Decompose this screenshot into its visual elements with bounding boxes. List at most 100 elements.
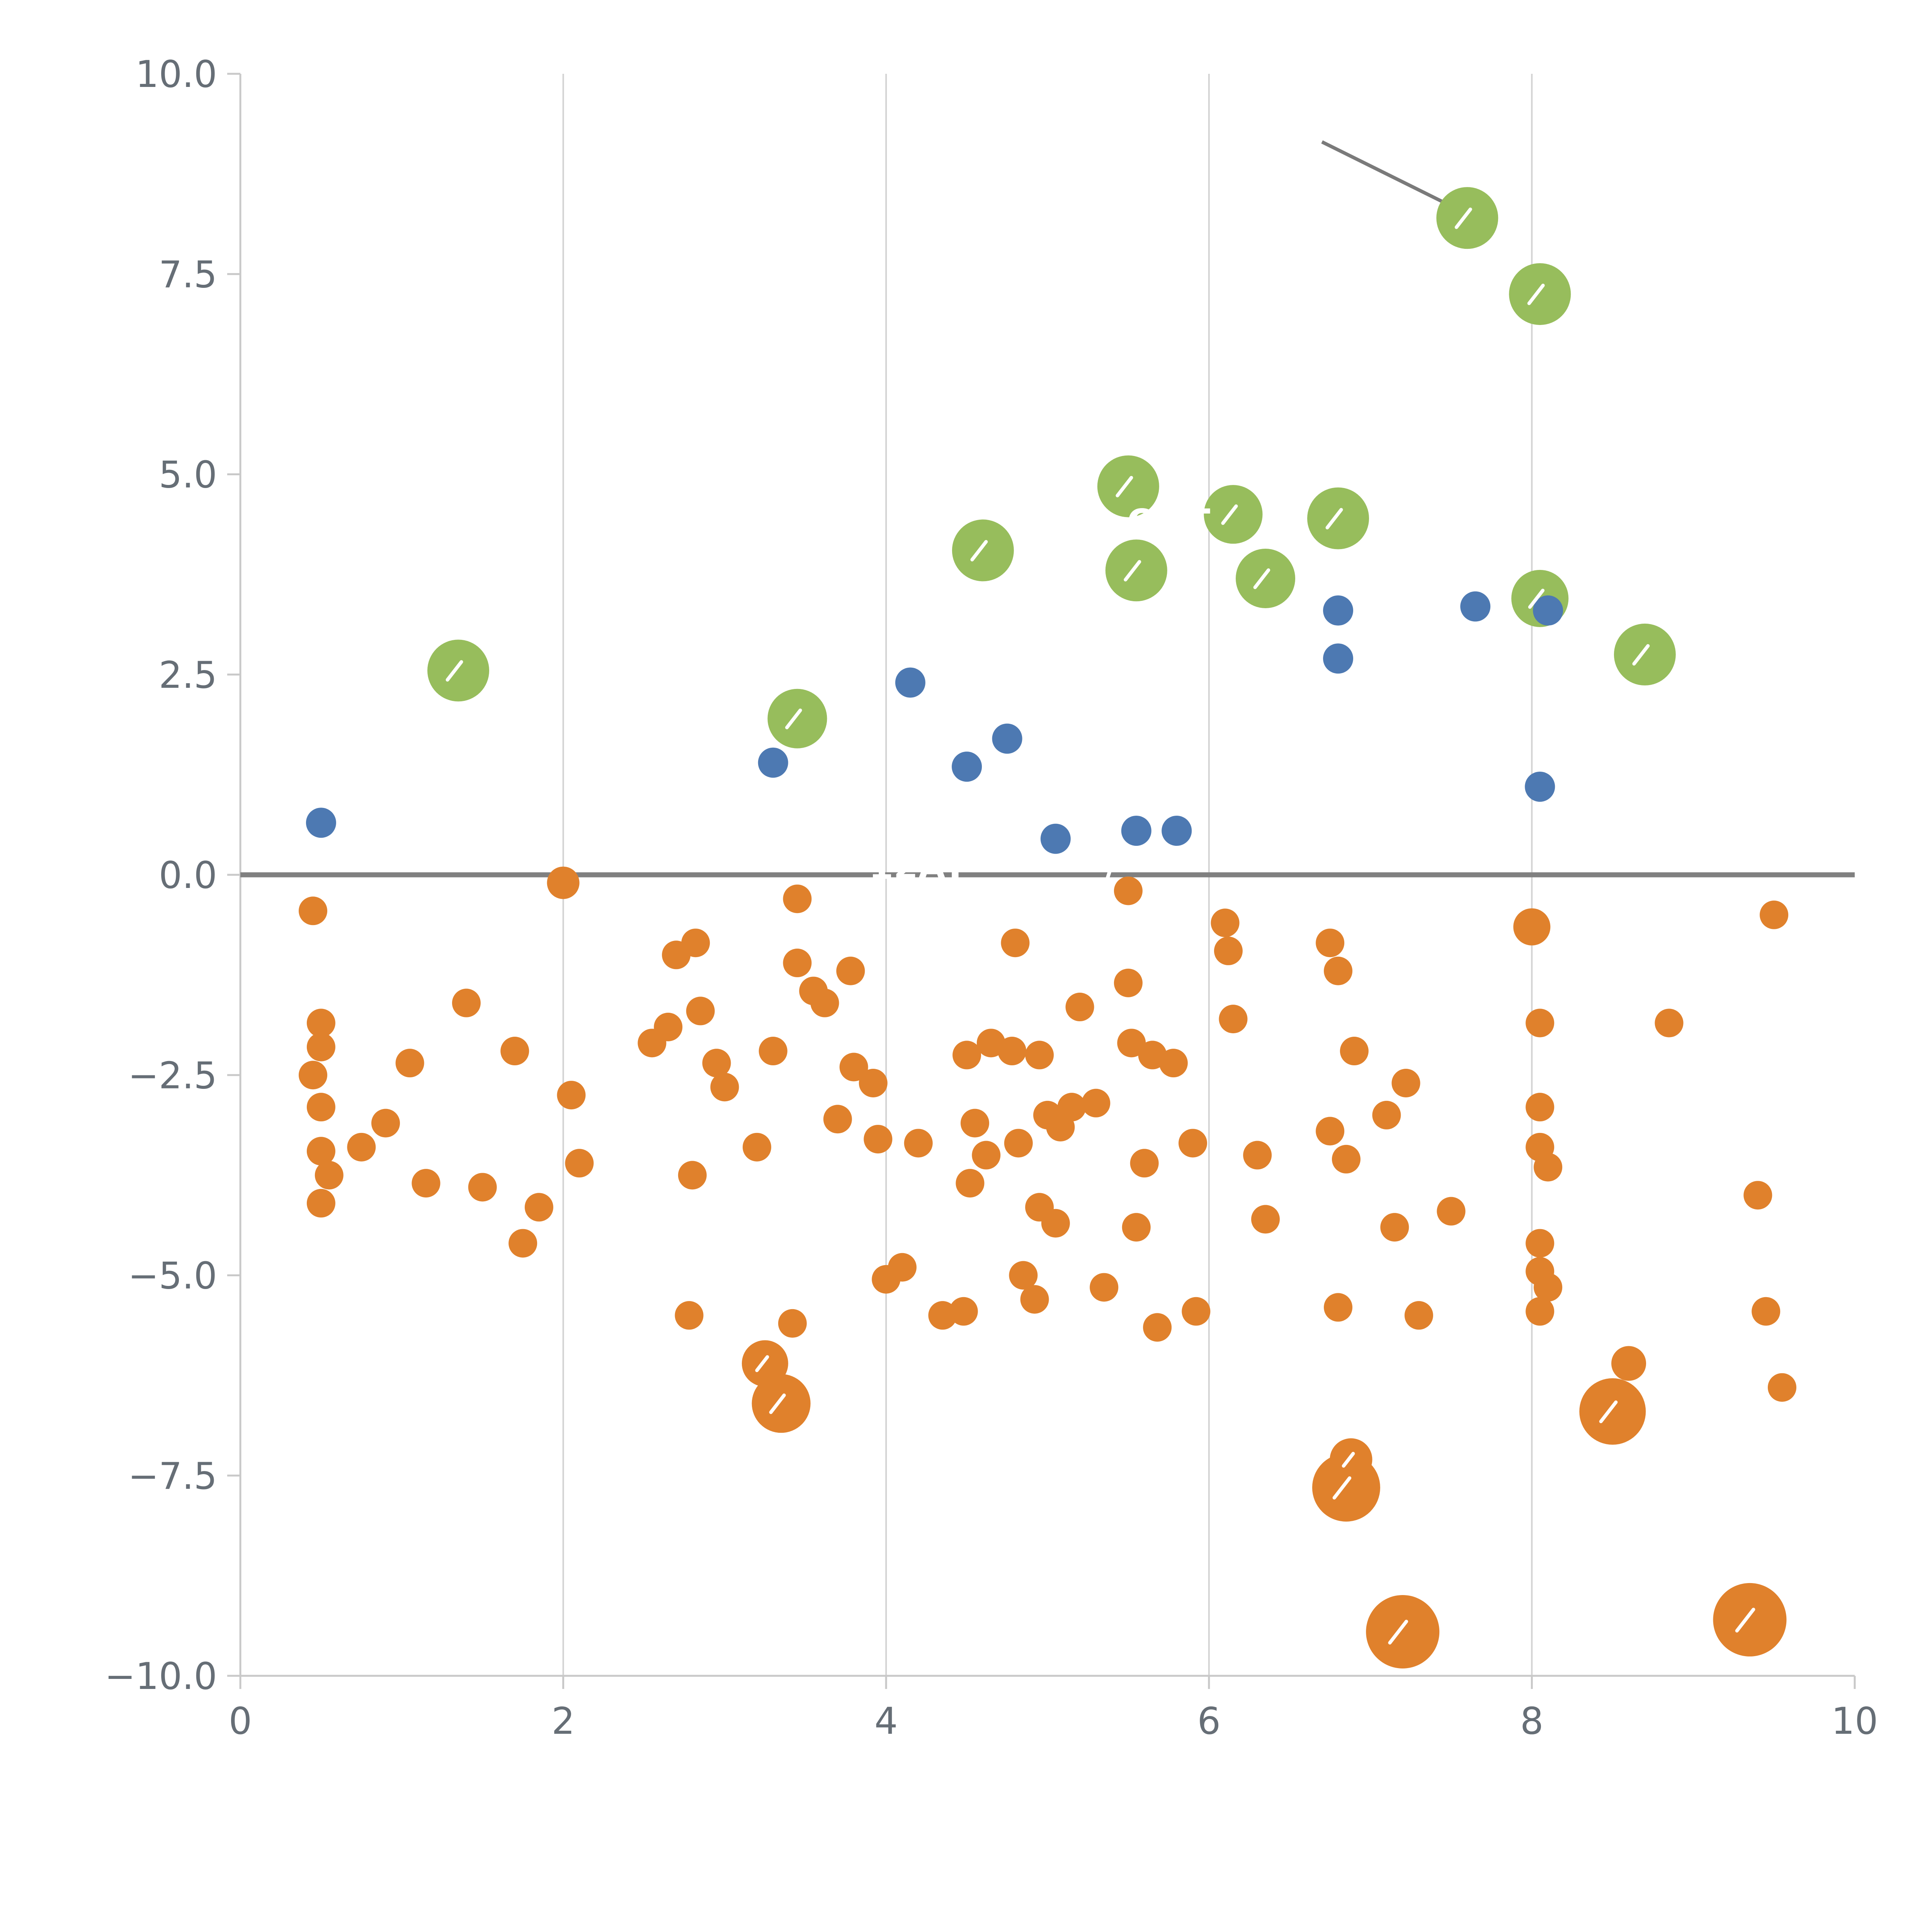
white-annotation-label: / [541, 537, 554, 579]
data-point-orange-points [823, 1105, 852, 1134]
y-tick-label: −7.5 [128, 1455, 217, 1498]
white-slash-mark [769, 1393, 786, 1414]
data-point-blue-points [758, 747, 788, 778]
data-point-orange-points [299, 1061, 328, 1090]
data-point-orange-points [1534, 1153, 1563, 1182]
data-point-orange-points [1041, 1209, 1070, 1238]
y-tick-label: 2.5 [159, 654, 217, 697]
data-point-orange-points [949, 1297, 978, 1326]
data-point-orange-points [1001, 929, 1030, 957]
data-point-orange-points [565, 1149, 594, 1178]
y-tick-label: −5.0 [128, 1255, 217, 1298]
data-point-orange-points [998, 1037, 1027, 1066]
white-slash-mark [755, 1355, 769, 1372]
white-slash-mark [1735, 1607, 1755, 1633]
data-point-orange-points [306, 1093, 335, 1122]
data-point-orange-points [1122, 1213, 1151, 1242]
white-annotation-label: / [1105, 842, 1119, 883]
data-point-orange-points [1366, 1595, 1440, 1668]
y-tick-label: 0.0 [159, 854, 217, 897]
data-point-orange-points [681, 929, 710, 957]
data-point-orange-points [306, 1189, 335, 1218]
data-point-orange-points [1743, 1181, 1772, 1210]
data-point-orange-points [299, 896, 328, 925]
data-point-orange-points [1767, 1373, 1796, 1402]
white-slash-mark [1124, 560, 1141, 582]
data-point-orange-points [1179, 1129, 1208, 1158]
white-slash-mark [1332, 1476, 1352, 1500]
data-point-orange-points [315, 1161, 344, 1190]
data-point-blue-points [1460, 591, 1491, 622]
data-point-orange-points [1655, 1009, 1684, 1037]
data-point-orange-points [500, 1037, 529, 1066]
data-point-orange-points [783, 949, 812, 978]
data-point-blue-points [1525, 771, 1555, 802]
data-point-orange-points [1611, 1346, 1646, 1381]
data-point-green-bubbles [427, 639, 490, 702]
white-slash-mark [1221, 504, 1238, 525]
white-slash-mark [1632, 644, 1650, 666]
white-annotation-label: E [1156, 369, 1181, 411]
data-point-orange-points [686, 997, 715, 1026]
data-point-orange-points [1760, 900, 1789, 929]
white-slash-mark [1325, 508, 1343, 530]
x-tick-label: 2 [551, 1700, 575, 1743]
data-point-orange-points [1243, 1141, 1272, 1170]
data-point-orange-points [1332, 1145, 1361, 1173]
data-point-orange-points [1526, 1229, 1554, 1258]
data-point-orange-points [1130, 1149, 1159, 1178]
white-slash-mark [1253, 568, 1270, 589]
data-point-orange-points [1391, 1068, 1420, 1097]
data-point-orange-points [509, 1229, 537, 1258]
data-point-orange-points [1025, 1041, 1054, 1070]
data-point-orange-points [752, 1374, 811, 1433]
x-tick-label: 4 [874, 1700, 898, 1743]
white-slash-mark [1599, 1400, 1618, 1423]
data-point-green-bubbles [1509, 263, 1571, 325]
data-point-orange-points [859, 1068, 888, 1097]
data-point-orange-points [1534, 1273, 1563, 1302]
white-slash-mark [1388, 1619, 1408, 1645]
data-point-orange-points [1372, 1100, 1401, 1129]
data-point-orange-points [1057, 1093, 1086, 1122]
data-point-orange-points [1004, 1129, 1033, 1158]
data-point-orange-points [1009, 1261, 1038, 1290]
data-point-orange-points [1020, 1285, 1049, 1314]
y-tick-label: 5.0 [159, 454, 217, 497]
y-tick-label: −2.5 [128, 1054, 217, 1097]
data-point-green-bubbles [1105, 539, 1167, 602]
white-slash-mark [970, 540, 988, 561]
data-point-blue-points [1040, 823, 1071, 854]
data-point-orange-points [306, 1137, 335, 1166]
white-annotation-label: OUT [1127, 502, 1211, 543]
data-point-orange-points [678, 1161, 707, 1190]
data-point-orange-points [412, 1169, 440, 1198]
data-point-blue-points [1162, 815, 1192, 846]
white-slash-mark [1528, 588, 1545, 609]
data-point-orange-points [960, 1109, 989, 1138]
data-point-orange-points [710, 1073, 739, 1102]
annotation-leader-line [1321, 140, 1452, 208]
data-point-orange-points [864, 1125, 893, 1154]
data-point-orange-points [452, 988, 481, 1017]
x-tick-label: 6 [1197, 1700, 1221, 1743]
data-point-green-bubbles [767, 689, 827, 748]
white-slash-mark [1116, 476, 1133, 498]
data-point-orange-points [468, 1173, 497, 1202]
data-point-green-bubbles [1097, 455, 1159, 517]
data-point-orange-points [1114, 968, 1143, 997]
data-point-blue-points [1533, 595, 1563, 626]
data-point-orange-points [524, 1193, 553, 1222]
data-point-orange-points [1312, 1453, 1380, 1522]
y-tick-label: 7.5 [159, 253, 217, 296]
data-point-blue-points [992, 723, 1022, 754]
data-point-orange-points [1316, 929, 1345, 957]
data-point-orange-points [675, 1301, 704, 1330]
x-tick-label: 0 [229, 1700, 252, 1743]
data-point-orange-points [395, 1049, 424, 1078]
data-point-orange-points [1752, 1297, 1781, 1326]
data-point-orange-points [347, 1133, 376, 1162]
y-tick-label: −10.0 [105, 1655, 217, 1698]
data-point-orange-points [1211, 908, 1240, 937]
